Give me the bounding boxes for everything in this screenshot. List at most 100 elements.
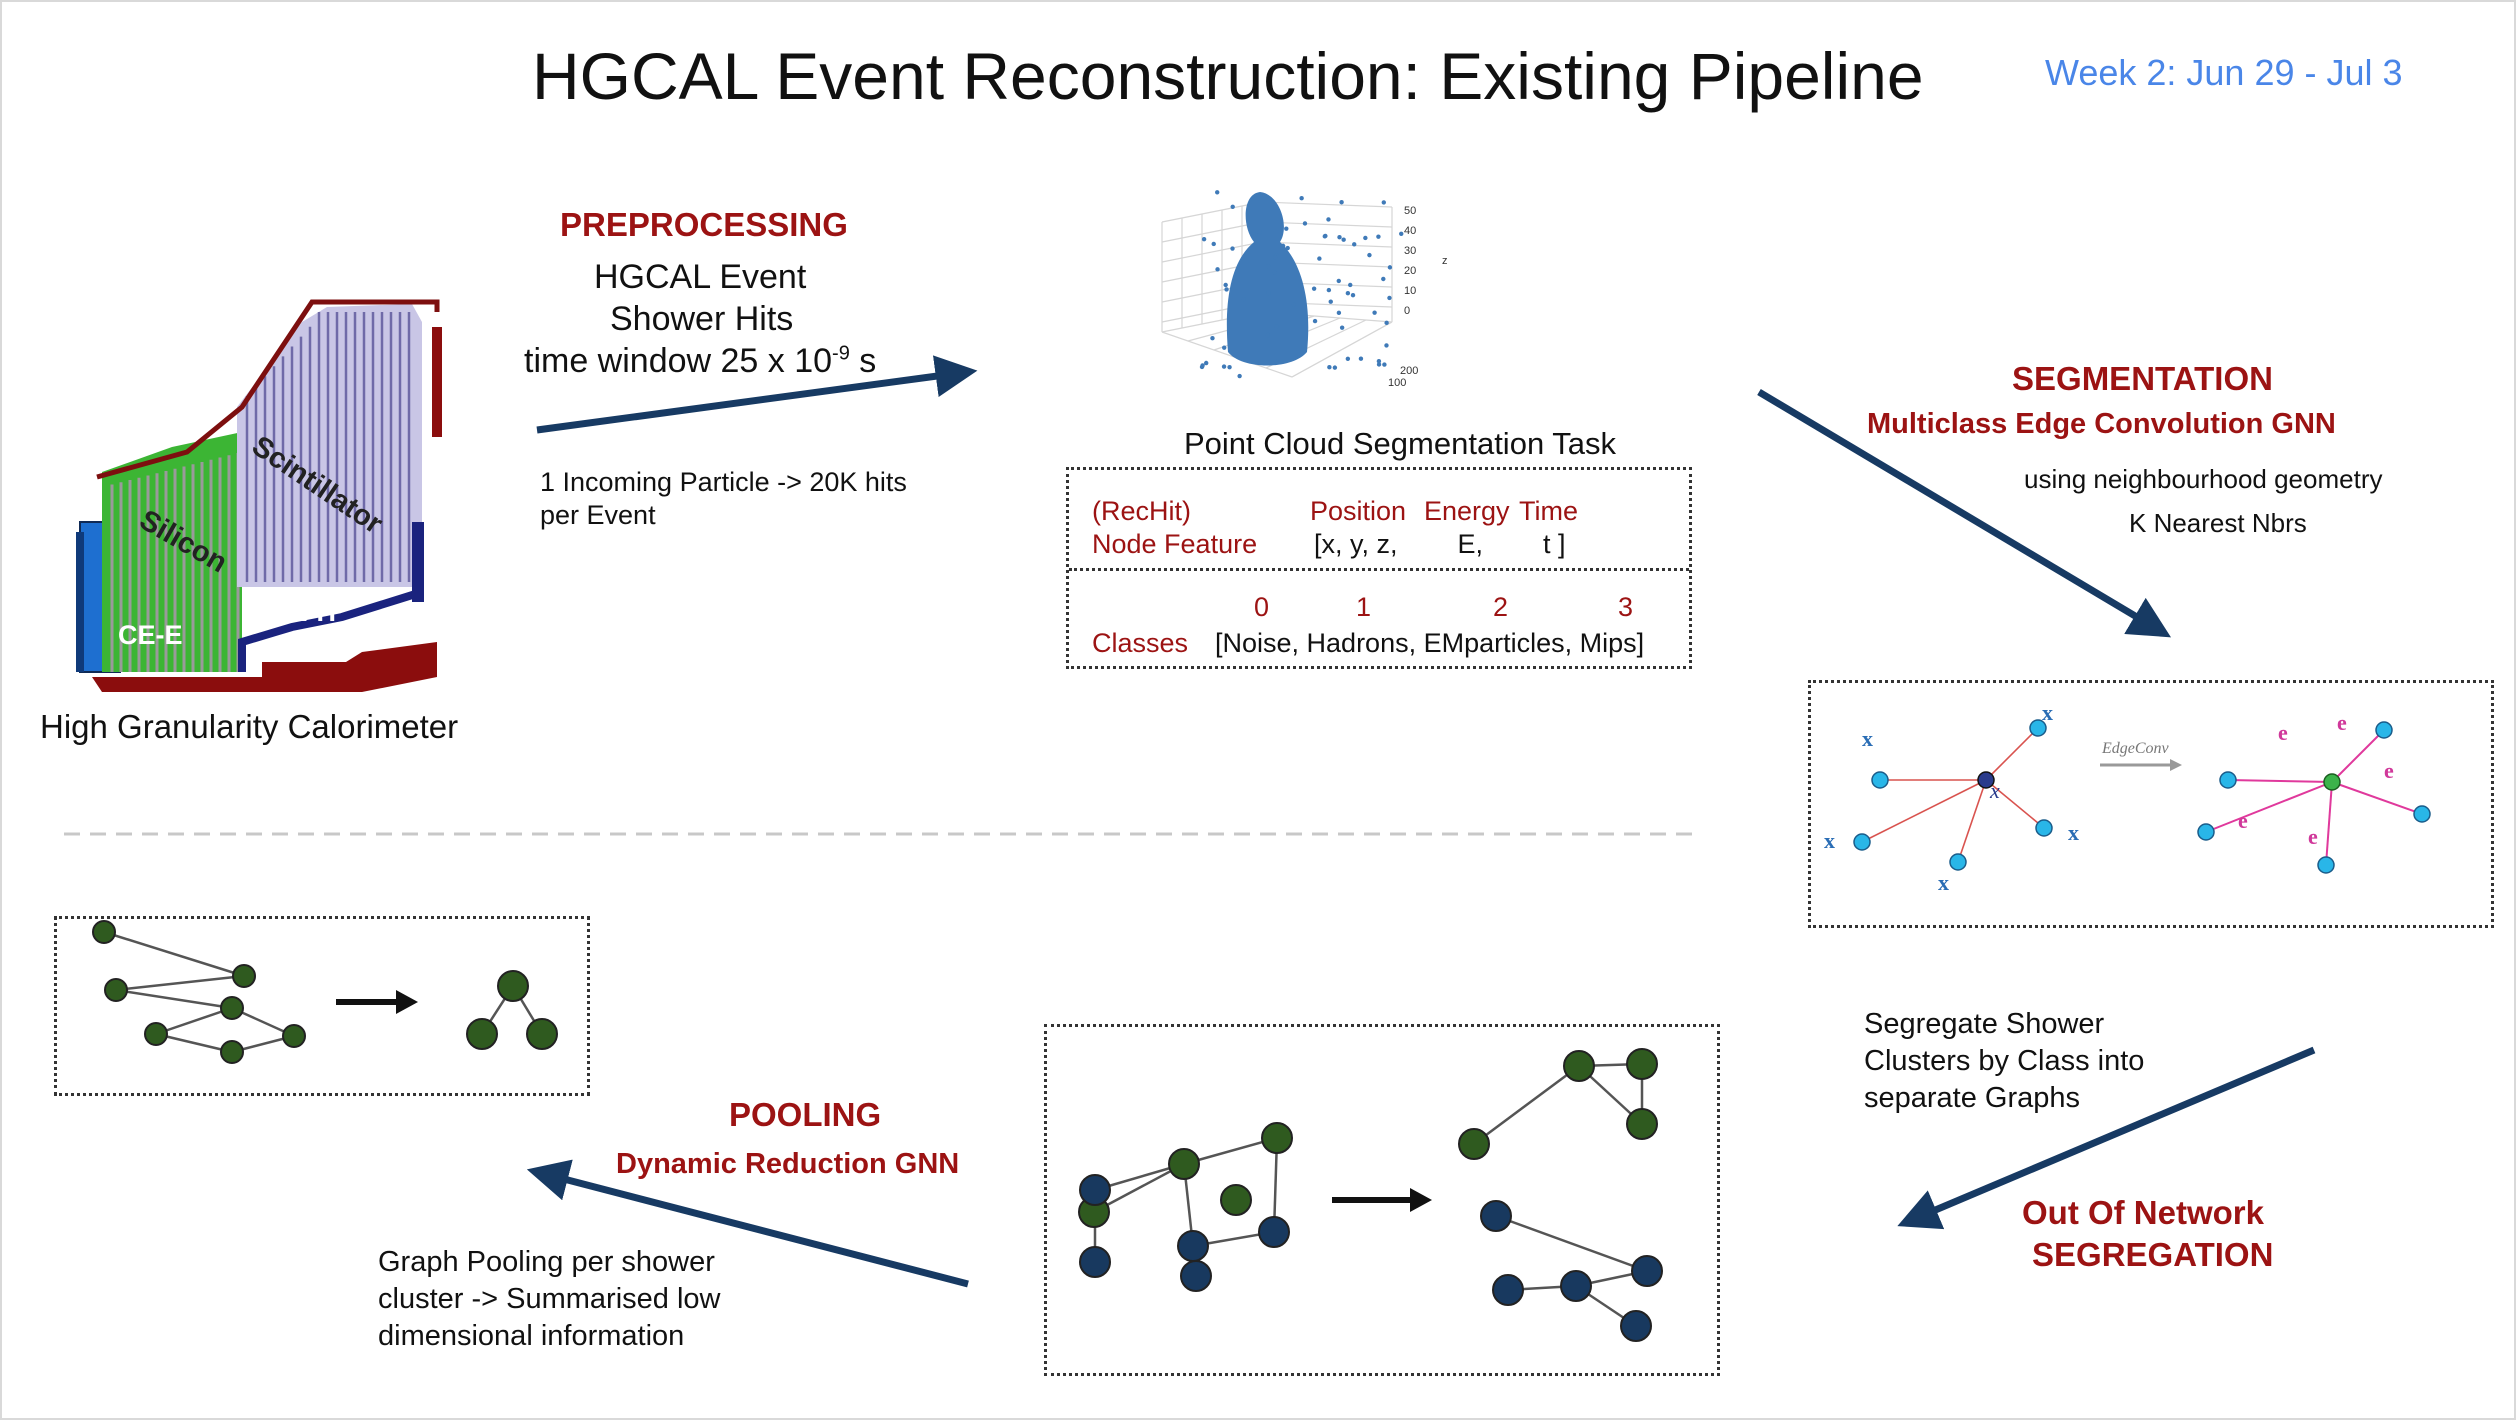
point-cloud-hit [1272,270,1278,275]
point-cloud-hit [1337,235,1342,240]
arrow-to-point-cloud [536,355,978,434]
plot-grid-line [1161,331,1293,378]
point-cloud-hit [1323,233,1328,239]
point-cloud-hit [1211,241,1216,247]
point-cloud-hit [1223,282,1228,288]
point-cloud-hit [1265,332,1271,338]
pooled-node [497,970,529,1002]
edgeconv-edge [2331,729,2385,783]
edgeconv-edge [1861,779,1987,843]
point-cloud-hit [1384,343,1389,348]
class-num-1: 1 [1356,592,1372,622]
point-cloud-hit [1215,267,1220,272]
point-cloud-hit [1241,297,1246,302]
point-cloud-hit [1336,278,1341,284]
graph-node-blue [1620,1310,1652,1342]
edgeconv-label-xj4: x [1824,828,1835,853]
segregation-heading-2: SEGREGATION [2032,1236,2274,1273]
point-cloud-hit [1230,246,1235,251]
point-cloud-caption: Point Cloud Segmentation Task [1184,426,1616,461]
point-cloud-hit [1317,256,1322,261]
feature-label-node: Node Feature [1092,529,1258,559]
point-cloud-hit [1299,196,1304,201]
point-cloud-hit [1266,290,1271,296]
point-cloud-hit [1345,291,1351,296]
edgeconv-edge [2331,781,2423,815]
graph-edge [1093,1162,1185,1214]
preprocessing-note-1: 1 Incoming Particle -> 20K hits [540,467,907,497]
edgeconv-box [1808,680,2494,928]
point-cloud-hit [1339,200,1344,205]
point-cloud-hit [1376,362,1382,367]
point-cloud-hit [1215,190,1220,195]
point-cloud-hit [1291,302,1296,307]
point-cloud-hit [1345,356,1351,361]
point-cloud-hit [1348,282,1353,288]
edgeconv-edge [2227,779,2333,783]
segregation-note-3: separate Graphs [1864,1082,2081,1114]
label-ce-e: CE-E [118,620,183,650]
point-cloud-hit [1327,365,1332,370]
graph-node-green [1626,1048,1658,1080]
preprocessing-note-2: per Event [540,500,656,530]
graph-node-blue [1480,1200,1512,1232]
classes-values: [Noise, Hadrons, EMparticles, Mips] [1215,628,1645,658]
point-cloud-hit [1372,310,1377,315]
segregated-graph-diagram [1078,1048,1663,1342]
z-tick-label: 0 [1404,305,1410,317]
pooling-subheading: Dynamic Reduction GNN [616,1148,960,1180]
edgeconv-edge [1985,727,2039,781]
graph-node-green [1261,1122,1293,1154]
edgeconv-center-node [1977,771,1995,789]
plot-grid-line [1261,241,1393,248]
plot-grid-line [1161,241,1263,263]
edgeconv-diagram [1853,719,2431,874]
edgeconv-neighbor-node [2375,721,2393,739]
edgeconv-edge [1957,779,1987,863]
point-cloud-hit [1363,235,1368,241]
plot-grid-line [1291,321,1393,378]
graph-edge [115,988,233,1010]
pooled-node [526,1018,558,1050]
feature-header-position: Position [1310,496,1407,526]
graph-edge [1495,1214,1648,1273]
point-cloud-hit [1227,364,1232,370]
pooled-node [466,1018,498,1050]
feature-values: [x, y, z, E, t ] [1314,529,1566,559]
graph-node-blue [1492,1274,1524,1306]
arrow-to-pooling [526,1159,969,1288]
point-cloud-hit [1224,287,1229,292]
point-cloud-hit [1341,237,1346,242]
point-cloud-hit [1284,226,1289,231]
point-cloud-hit [1381,200,1386,205]
z-axis-label: z [1442,255,1448,267]
z-tick-label: 20 [1404,265,1416,277]
segregation-note-2: Clusters by Class into [1864,1045,2145,1077]
point-cloud-hit [1326,287,1332,293]
label-ce-h: CE-H [270,597,336,627]
graph-node-green [232,964,256,988]
edgeconv-neighbor-node [2197,823,2215,841]
graph-node-green [1458,1128,1490,1160]
edgeconv-neighbor-node [1949,853,1967,871]
plot-grid-line [1261,201,1393,208]
point-cloud-hit [1274,324,1280,329]
feature-table-divider [1069,568,1689,571]
pooling-note-2: cluster -> Summarised low [378,1283,721,1315]
plot-grid-line [1161,221,1263,243]
edgeconv-neighbor-node [2219,771,2237,789]
segmentation-heading: SEGMENTATION [2012,360,2273,397]
graph-node-green [282,1024,306,1048]
pooling-note-1: Graph Pooling per shower [378,1246,715,1278]
z-tick-label: 50 [1404,205,1416,217]
point-cloud-hit [1285,245,1290,251]
graph-node-green [1626,1108,1658,1140]
time-window-exponent: -9 [832,342,850,365]
point-cloud-cluster [1226,192,1309,366]
point-cloud-hit [1222,345,1227,350]
segmentation-note-1: using neighbourhood geometry [2024,464,2383,494]
edgeconv-neighbor-node [1853,833,1871,851]
graph-node-green [144,1022,168,1046]
